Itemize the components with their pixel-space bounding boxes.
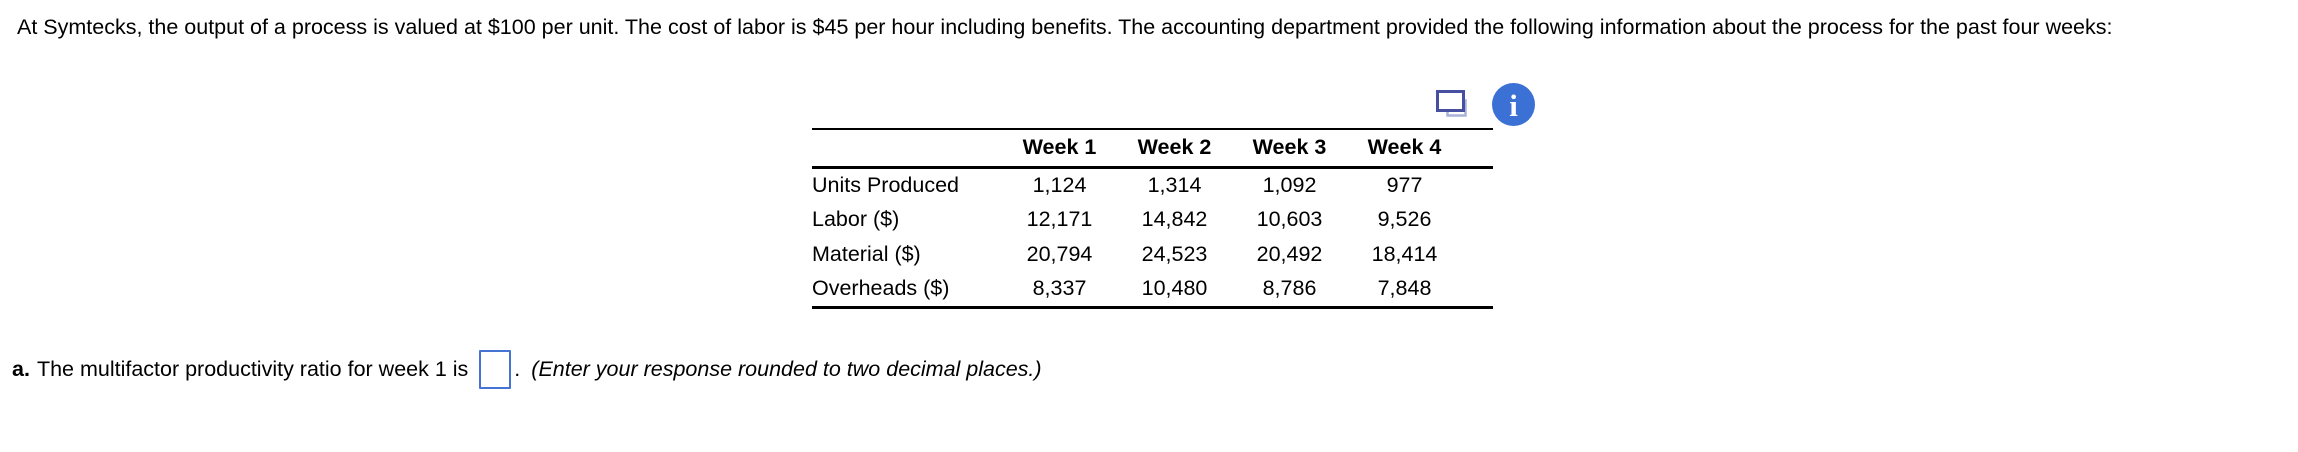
column-header-week3: Week 3 [1232, 129, 1347, 169]
row-label: Material ($) [812, 242, 921, 266]
table-row-labor: Labor ($) 12,171 14,842 10,603 9,526 [812, 202, 1493, 237]
table-cell: 8,337 [1002, 272, 1117, 309]
table-cell: 9,526 [1377, 207, 1432, 231]
header-spacer [812, 129, 1002, 169]
table-cell: 1,092 [1262, 172, 1317, 197]
question-part-a: a. The multifactor productivity ratio fo… [12, 349, 1042, 390]
process-data-table: Week 1 Week 2 Week 3 Week 4 Units Produc… [812, 128, 1493, 309]
answer-input[interactable] [479, 350, 512, 389]
table-cell-pad [1462, 237, 1493, 272]
table-cell-pad [1462, 202, 1493, 237]
table-row-material: Material ($) 20,794 24,523 20,492 18,414 [812, 237, 1493, 272]
header-row: Week 1 Week 2 Week 3 Week 4 [812, 129, 1493, 169]
column-header-week1: Week 1 [1002, 129, 1117, 169]
part-label: a. [12, 357, 30, 381]
instruction-text: (Enter your response rounded to two deci… [531, 357, 1042, 381]
info-icon[interactable]: i [1492, 82, 1535, 126]
question-prompt: The multifactor productivity ratio for w… [36, 357, 469, 381]
table-cell: 1,124 [1032, 172, 1087, 197]
row-label: Overheads ($) [812, 272, 1002, 309]
info-icon-graphic: i [1492, 82, 1535, 126]
table-cell: 18,414 [1371, 242, 1438, 266]
table-cell: 1,314 [1147, 172, 1202, 197]
row-label: Labor ($) [812, 207, 900, 231]
table-cell: 24,523 [1141, 242, 1208, 266]
row-label: Units Produced [812, 172, 959, 197]
table-cell: 10,603 [1256, 207, 1323, 231]
table-cell: 10,480 [1117, 272, 1232, 309]
table-cell: 977 [1386, 172, 1423, 197]
table-toolbar: i [812, 82, 1535, 128]
table-cell: 8,786 [1232, 272, 1347, 309]
table-cell-pad [1462, 167, 1493, 202]
table-cell: 12,171 [1026, 207, 1093, 231]
column-header-week4: Week 4 [1347, 129, 1462, 169]
table-row-overheads: Overheads ($) 8,337 10,480 8,786 7,848 [812, 272, 1493, 309]
popout-table-icon[interactable] [1436, 89, 1467, 119]
table-cell: 14,842 [1141, 207, 1208, 231]
table-cell-pad [1462, 272, 1493, 309]
table-cell: 20,794 [1026, 242, 1093, 266]
svg-text:i: i [1509, 88, 1518, 123]
column-header-week2: Week 2 [1117, 129, 1232, 169]
table-cell: 7,848 [1347, 272, 1462, 309]
table-row-units-produced: Units Produced 1,124 1,314 1,092 977 [812, 167, 1493, 202]
problem-statement: At Symtecks, the output of a process is … [17, 15, 2113, 39]
popout-table-icon-graphic [1436, 89, 1467, 117]
data-table-block: i Week 1 Week 2 Week 3 Week 4 [812, 82, 1535, 309]
table-cell: 20,492 [1256, 242, 1323, 266]
prompt-period: . [514, 357, 521, 381]
header-pad [1462, 129, 1493, 169]
